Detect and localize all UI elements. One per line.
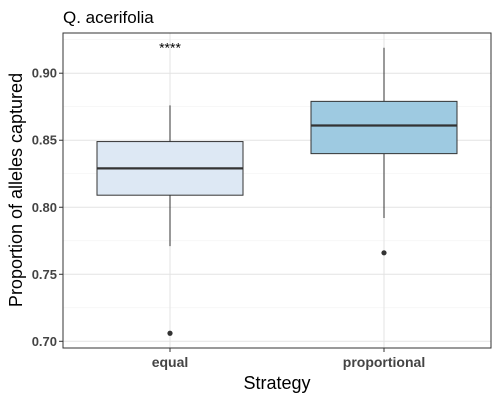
x-axis-title: Strategy xyxy=(243,373,310,393)
x-tick-label: proportional xyxy=(343,354,425,370)
significance-annotation: **** xyxy=(159,40,181,56)
outlier-point xyxy=(167,330,173,336)
chart-title: Q. acerifolia xyxy=(63,8,154,27)
y-axis-ticks: 0.70 0.75 0.80 0.85 0.90 xyxy=(32,66,63,349)
y-tick-label: 0.75 xyxy=(32,267,57,282)
x-tick-label: equal xyxy=(152,354,189,370)
y-tick-label: 0.85 xyxy=(32,133,57,148)
y-tick-label: 0.90 xyxy=(32,66,57,81)
plot-panel-border xyxy=(62,32,492,349)
outlier-point xyxy=(381,250,387,256)
x-axis-ticks: equal proportional xyxy=(152,348,425,370)
y-axis-title: Proportion of alleles captured xyxy=(6,73,26,307)
box-proportional xyxy=(310,100,458,155)
box-group xyxy=(96,47,458,336)
y-tick-label: 0.70 xyxy=(32,334,57,349)
y-tick-label: 0.80 xyxy=(32,200,57,215)
